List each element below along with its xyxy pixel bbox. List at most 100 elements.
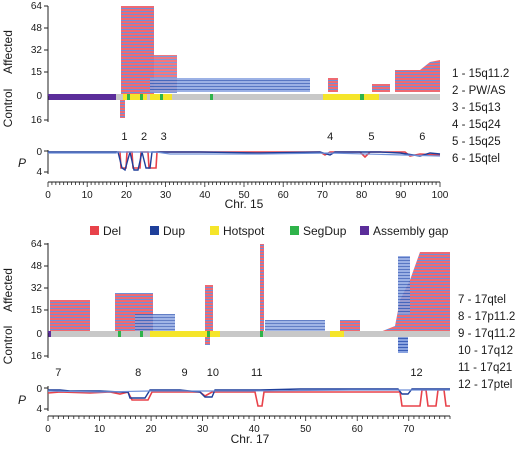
chr15-region-label: 6 - 15qtel bbox=[452, 153, 500, 165]
chr15-p-label: P bbox=[18, 156, 26, 170]
chr15-segdup bbox=[210, 94, 213, 100]
chr15-cnv-stack-8 bbox=[395, 60, 440, 92]
chr17-region-label: 7 - 17qtel bbox=[458, 294, 506, 306]
chr17-cnv-stack-4 bbox=[205, 285, 213, 332]
chr17-region-number: 10 bbox=[207, 367, 219, 379]
chr15-track bbox=[48, 94, 440, 100]
chr15-region-number: 5 bbox=[368, 131, 374, 143]
chr15-control-label: Control bbox=[1, 89, 15, 128]
chr17-region-label: 9 - 17q11.2 bbox=[458, 328, 515, 340]
chr15-region-label: 3 - 15q13 bbox=[452, 102, 501, 114]
legend-swatch-del bbox=[90, 226, 99, 235]
chr17-region-number: 8 bbox=[135, 367, 141, 379]
chr17-region-number: 9 bbox=[182, 367, 188, 379]
chr15-hotspot bbox=[123, 94, 147, 100]
legend-label-gap: Assembly gap bbox=[373, 224, 449, 238]
chr17-region-numbers: 7 8 9 10 11 12 bbox=[55, 367, 422, 379]
chr15-x-tick-label: 90 bbox=[395, 190, 407, 201]
chr17-affected-tick: 0 bbox=[36, 329, 42, 340]
chr15-x-axis: 0 10 20 30 40 50 60 70 80 90 100 bbox=[45, 181, 449, 201]
panel-chr15: 64 48 32 15 0 Affected bbox=[1, 1, 509, 211]
legend-label-dup: Dup bbox=[163, 224, 185, 238]
chr17-x-tick-label: 0 bbox=[45, 424, 51, 435]
chr15-segdup bbox=[360, 94, 364, 100]
chr15-affected-tick: 48 bbox=[31, 23, 43, 34]
legend-label-hotspot: Hotspot bbox=[223, 224, 265, 238]
chr17-p-smooth-line bbox=[47, 389, 450, 393]
chr15-control-tick: 16 bbox=[31, 115, 43, 126]
chr17-control-tick: 16 bbox=[31, 351, 43, 362]
chr17-region-label: 11 - 17q21 bbox=[458, 362, 512, 374]
chr17-region-label: 10 - 17q12 bbox=[458, 345, 513, 357]
chr15-affected-tick: 64 bbox=[31, 1, 43, 12]
chr17-region-number: 12 bbox=[410, 367, 422, 379]
chr15-region-label: 2 - PW/AS bbox=[452, 85, 506, 97]
chr17-segdup bbox=[207, 331, 210, 337]
chr15-p-tick: 4 bbox=[36, 167, 42, 178]
chr17-control-cnv bbox=[205, 337, 210, 345]
chr15-affected-label: Affected bbox=[1, 30, 15, 74]
chr15-x-tick-label: 80 bbox=[356, 190, 368, 201]
chr15-region-label: 1 - 15q11.2 bbox=[452, 68, 509, 80]
chr17-x-tick-label: 20 bbox=[146, 424, 158, 435]
chr15-x-tick-label: 70 bbox=[317, 190, 329, 201]
chr17-control-label: Control bbox=[1, 326, 15, 365]
chr17-p-tick: 4 bbox=[36, 404, 42, 415]
chr15-x-label: Chr. 15 bbox=[225, 197, 264, 211]
legend: Del Dup Hotspot SegDup Assembly gap bbox=[90, 224, 449, 238]
chr17-cnv-stack-3 bbox=[135, 314, 175, 332]
chr15-region-number: 2 bbox=[141, 131, 147, 143]
chr15-x-tick-label: 50 bbox=[238, 190, 250, 201]
chr17-p-del-line bbox=[47, 389, 450, 407]
legend-swatch-gap bbox=[360, 226, 369, 235]
chr15-x-tick-label: 100 bbox=[432, 190, 449, 201]
chr17-region-labels: 7 - 17qtel 8 - 17p11.2 9 - 17q11.2 10 - 17q… bbox=[458, 294, 515, 391]
chr17-p-area: 0 4 P bbox=[18, 384, 450, 415]
chr15-x-tick-label: 60 bbox=[278, 190, 290, 201]
chr17-p-label: P bbox=[18, 393, 26, 407]
chr17-affected-tick: 64 bbox=[31, 239, 43, 250]
chr17-hotspot bbox=[150, 331, 220, 337]
chr15-hotspot bbox=[323, 94, 379, 100]
chr17-cnv-stack-8 bbox=[380, 252, 450, 332]
chr15-region-number: 1 bbox=[121, 131, 127, 143]
chr17-region-number: 11 bbox=[251, 367, 262, 379]
chr17-region-label: 8 - 17p11.2 bbox=[458, 311, 515, 323]
chr15-segdup bbox=[140, 94, 143, 100]
chr17-cnv-stack-7 bbox=[340, 320, 360, 332]
chr17-x-axis: 0 10 20 30 40 50 60 70 bbox=[45, 415, 451, 435]
legend-label-del: Del bbox=[103, 224, 121, 238]
chr17-assembly-gap bbox=[48, 331, 51, 337]
chr17-hotspot bbox=[330, 331, 344, 337]
chr15-affected-tick: 15 bbox=[31, 67, 43, 78]
chr17-segdup bbox=[140, 331, 143, 337]
chr17-control-cnv bbox=[398, 337, 408, 353]
chr17-x-tick-label: 40 bbox=[249, 424, 261, 435]
chr15-region-label: 4 - 15q24 bbox=[452, 119, 501, 131]
chr17-region-number: 7 bbox=[55, 367, 61, 379]
chr17-segdup bbox=[260, 331, 263, 337]
chr17-cnv-stack-1 bbox=[50, 300, 90, 332]
chr17-x-tick-label: 60 bbox=[352, 424, 364, 435]
chr15-region-number: 6 bbox=[419, 131, 425, 143]
chr15-affected-area: 64 48 32 15 0 Affected bbox=[1, 1, 440, 102]
chr15-region-numbers: 1 2 3 4 5 6 bbox=[121, 131, 425, 143]
chr15-assembly-gap bbox=[48, 94, 116, 100]
chr17-x-tick-label: 30 bbox=[197, 424, 209, 435]
chr17-affected-label: Affected bbox=[1, 268, 15, 312]
chr17-cnv-stack-6 bbox=[265, 320, 325, 332]
chr15-segdup bbox=[160, 94, 163, 100]
chr17-x-label: Chr. 17 bbox=[231, 432, 270, 446]
legend-swatch-dup bbox=[150, 226, 159, 235]
chr15-p-smooth-line bbox=[48, 151, 441, 157]
chr15-region-label: 5 - 15q25 bbox=[452, 136, 501, 148]
chr15-cnv-stack-5 bbox=[328, 78, 338, 92]
chr17-x-tick-label: 10 bbox=[94, 424, 106, 435]
legend-swatch-segdup bbox=[290, 226, 299, 235]
chr15-cnv-stack-4 bbox=[150, 78, 310, 92]
chr17-p-tick: 0 bbox=[36, 384, 42, 395]
chr17-x-tick-label: 50 bbox=[300, 424, 312, 435]
chr17-affected-tick: 15 bbox=[31, 305, 43, 316]
chr17-track bbox=[48, 331, 450, 337]
